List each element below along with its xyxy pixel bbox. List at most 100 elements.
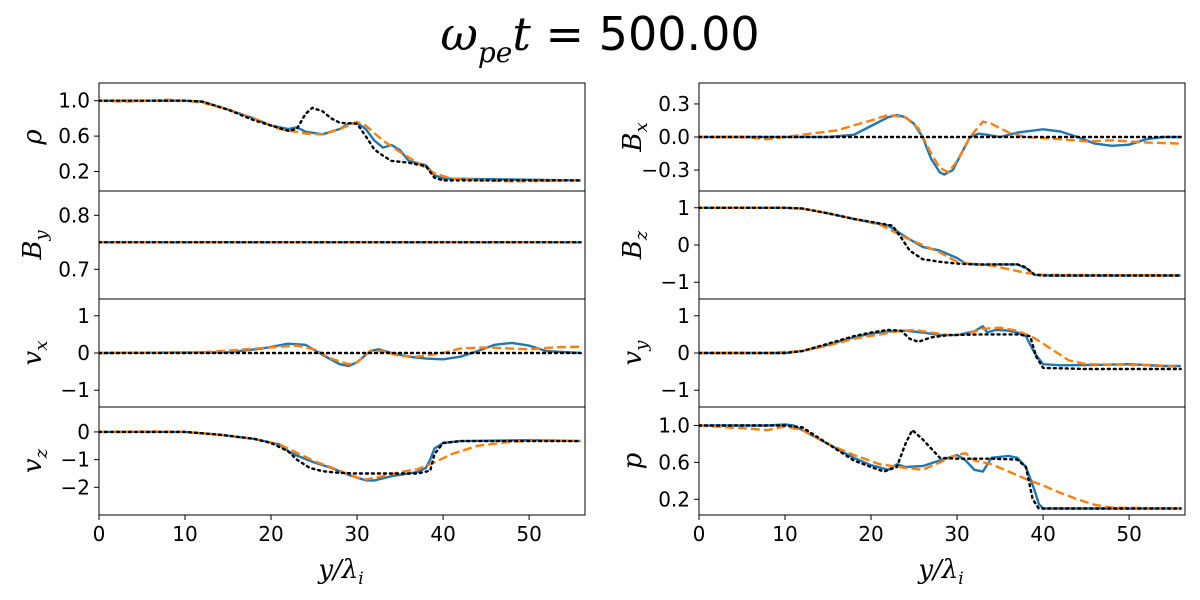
series-dashed-line	[699, 326, 1181, 369]
series-dashed-line	[699, 424, 1181, 510]
series-dotted-line	[699, 424, 1182, 510]
ylabel-sub: x	[631, 122, 652, 132]
ytick-label: 1	[77, 304, 90, 328]
figure-title: ωpet = 500.00	[440, 7, 759, 69]
ytick-label: 0.0	[658, 125, 690, 149]
series-dashed-line	[699, 113, 1181, 174]
ytick-label: 1	[677, 304, 690, 328]
ytick-label: 1.0	[58, 89, 90, 113]
svg-text:y/λi: y/λi	[317, 555, 363, 589]
series-dotted-line	[699, 328, 1182, 371]
ytick-label: −1	[61, 378, 90, 402]
ylabel: By	[18, 230, 52, 261]
ytick-label: −1	[661, 378, 690, 402]
ytick-label: 0	[677, 341, 690, 365]
panel-right-3: 0.2 0.6 1.0 0 10 20 30 40 50 p	[618, 406, 1186, 546]
series-solid-line	[99, 430, 581, 482]
panel-left-1: 0.70.8By	[18, 190, 586, 300]
xtick-label: 50	[516, 522, 541, 546]
series-solid-line	[99, 341, 581, 368]
svg-text:ωpet = 500.00: ωpet = 500.00	[440, 7, 759, 69]
title-t: t	[512, 7, 531, 61]
xlabel-sub-left: i	[358, 569, 363, 589]
ylabel: vx	[18, 341, 52, 366]
ylabel-main: v	[618, 350, 648, 365]
ytick-label: 1.0	[658, 413, 690, 437]
ylabel-sub: z	[31, 448, 52, 459]
title-subscript: pe	[478, 36, 513, 69]
ytick-label: 0.6	[58, 124, 90, 148]
panel-left-0: 0.2 0.6 1.0 ρ	[18, 82, 586, 192]
ylabel-sub: y	[631, 340, 652, 352]
ytick-label: 0	[77, 420, 90, 444]
ytick-label: 0.6	[658, 450, 690, 474]
xtick-label: 0	[93, 522, 106, 546]
ytick-label: 0.2	[658, 487, 690, 511]
panel-left-2: −1 0 1 vx	[18, 298, 586, 408]
xtick-label: 10	[772, 522, 797, 546]
ylabel: vy	[618, 340, 652, 366]
series-dashed-line	[99, 98, 581, 183]
x-axis-label-left: y/λi	[317, 555, 363, 589]
ylabel-sub: x	[31, 341, 52, 351]
panel-left-3: −2 −1 0 0 10 20 30 40 50 vz	[18, 406, 586, 546]
series-dotted-line	[699, 206, 1182, 277]
xtick-label: 30	[344, 522, 369, 546]
xlabel-main-left: y/λ	[317, 555, 358, 585]
xtick-label: 30	[944, 522, 969, 546]
title-value: 500.00	[599, 7, 760, 61]
series-dashed-line	[699, 206, 1181, 277]
ytick-label: 0.2	[58, 160, 90, 184]
series-solid-line	[699, 206, 1181, 277]
ylabel: Bx	[618, 122, 652, 152]
panel-right-0: −0.30.00.3Bx	[618, 82, 1186, 192]
series-solid-line	[699, 423, 1181, 510]
series-dotted-line	[99, 430, 582, 475]
ylabel: p	[618, 452, 648, 469]
series-dotted-line	[99, 99, 582, 182]
ytick-label: −0.3	[641, 158, 690, 182]
title-omega: ω	[440, 7, 478, 61]
xtick-label: 20	[858, 522, 883, 546]
ylabel-sub: y	[31, 230, 52, 242]
x-axis-label-right: y/λi	[917, 555, 963, 589]
ytick-label: 0.8	[58, 203, 90, 227]
ylabel-main: p	[618, 452, 648, 469]
xtick-label: 10	[172, 522, 197, 546]
series-solid-line	[699, 325, 1181, 368]
ytick-label: 0	[677, 233, 690, 257]
ylabel-main: B	[618, 133, 648, 153]
xtick-label: 0	[693, 522, 706, 546]
ytick-label: −2	[61, 475, 90, 499]
ylabel: vz	[18, 448, 52, 473]
ylabel-main: v	[18, 458, 48, 473]
xtick-label: 40	[430, 522, 455, 546]
svg-text:y/λi: y/λi	[917, 555, 963, 589]
series-solid-line	[699, 113, 1181, 176]
panel-frame	[698, 406, 1186, 516]
xtick-label: 40	[1030, 522, 1055, 546]
series-dashed-line	[99, 344, 581, 366]
xlabel-sub-right: i	[958, 569, 963, 589]
panel-right-1: −1 0 1 Bz	[618, 190, 1186, 300]
ylabel-main: B	[618, 240, 648, 260]
ytick-label: −1	[661, 270, 690, 294]
xtick-label: 50	[1116, 522, 1141, 546]
ylabel-main: B	[18, 241, 48, 261]
ytick-label: 0	[77, 341, 90, 365]
ytick-label: 0.7	[58, 257, 90, 281]
ylabel-sub: z	[631, 230, 652, 241]
panel-frame	[98, 406, 586, 516]
ytick-label: −1	[61, 448, 90, 472]
series-solid-line	[99, 99, 581, 182]
ylabel-main: ρ	[18, 129, 48, 146]
ytick-label: 1	[677, 196, 690, 220]
xlabel-main-right: y/λ	[917, 555, 958, 585]
ylabel-main: v	[18, 350, 48, 365]
ytick-label: 0.3	[658, 92, 690, 116]
ylabel: ρ	[18, 129, 48, 146]
xtick-label: 20	[258, 522, 283, 546]
panel-frame	[98, 190, 586, 300]
